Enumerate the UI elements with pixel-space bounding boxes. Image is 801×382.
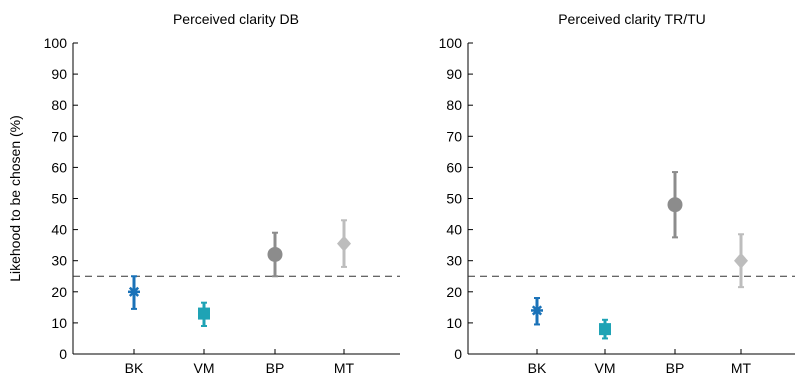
y-tick-label: 100 bbox=[44, 35, 68, 51]
y-tick-label: 70 bbox=[51, 128, 67, 144]
y-tick-label: 80 bbox=[446, 97, 462, 113]
y-tick-label: 90 bbox=[51, 66, 67, 82]
y-tick-label: 80 bbox=[51, 97, 67, 113]
x-tick-label: BP bbox=[666, 360, 685, 376]
y-tick-label: 10 bbox=[446, 315, 462, 331]
data-point-mt bbox=[734, 233, 748, 289]
y-tick-label: 0 bbox=[59, 346, 67, 362]
data-point-bp bbox=[267, 231, 283, 278]
data-point-bk bbox=[128, 275, 140, 310]
circle-marker bbox=[667, 197, 683, 213]
x-tick-label: MT bbox=[334, 360, 355, 376]
x-tick-label: BK bbox=[528, 360, 547, 376]
y-tick-label: 50 bbox=[446, 191, 462, 207]
data-point-vm bbox=[599, 318, 611, 340]
x-tick-label: VM bbox=[194, 360, 215, 376]
y-tick-label: 100 bbox=[439, 35, 463, 51]
y-tick-label: 90 bbox=[446, 66, 462, 82]
chart-title: Perceived clarity TR/TU bbox=[558, 11, 706, 27]
y-tick-label: 40 bbox=[446, 222, 462, 238]
y-tick-label: 20 bbox=[446, 284, 462, 300]
data-point-vm bbox=[198, 301, 210, 328]
y-tick-label: 20 bbox=[51, 284, 67, 300]
x-tick-label: BP bbox=[266, 360, 285, 376]
y-axis-label: Likehood to be chosen (%) bbox=[7, 115, 23, 282]
y-tick-label: 60 bbox=[446, 159, 462, 175]
diamond-marker bbox=[734, 252, 748, 269]
chart-panel-1: Perceived clarity DB Likehood to be chose… bbox=[7, 11, 400, 376]
y-tick-label: 60 bbox=[51, 159, 67, 175]
y-tick-label: 40 bbox=[51, 222, 67, 238]
y-tick-label: 30 bbox=[446, 253, 462, 269]
data-point-mt bbox=[337, 219, 351, 268]
data-point-bk bbox=[531, 297, 543, 326]
y-tick-label: 30 bbox=[51, 253, 67, 269]
y-tick-label: 50 bbox=[51, 191, 67, 207]
x-tick-label: BK bbox=[125, 360, 144, 376]
y-tick-label: 10 bbox=[51, 315, 67, 331]
chart-panel-2: Perceived clarity TR/TU 0 10 20 30 40 50 60 70 80… bbox=[439, 11, 795, 376]
square-marker bbox=[198, 307, 210, 320]
y-tick-label: 0 bbox=[454, 346, 462, 362]
x-tick-label: VM bbox=[595, 360, 616, 376]
chart-title: Perceived clarity DB bbox=[173, 11, 299, 27]
square-marker bbox=[599, 323, 611, 336]
circle-marker bbox=[267, 246, 283, 262]
diamond-marker bbox=[337, 235, 351, 252]
x-tick-label: MT bbox=[731, 360, 752, 376]
data-point-bp bbox=[667, 171, 683, 239]
y-tick-label: 70 bbox=[446, 128, 462, 144]
